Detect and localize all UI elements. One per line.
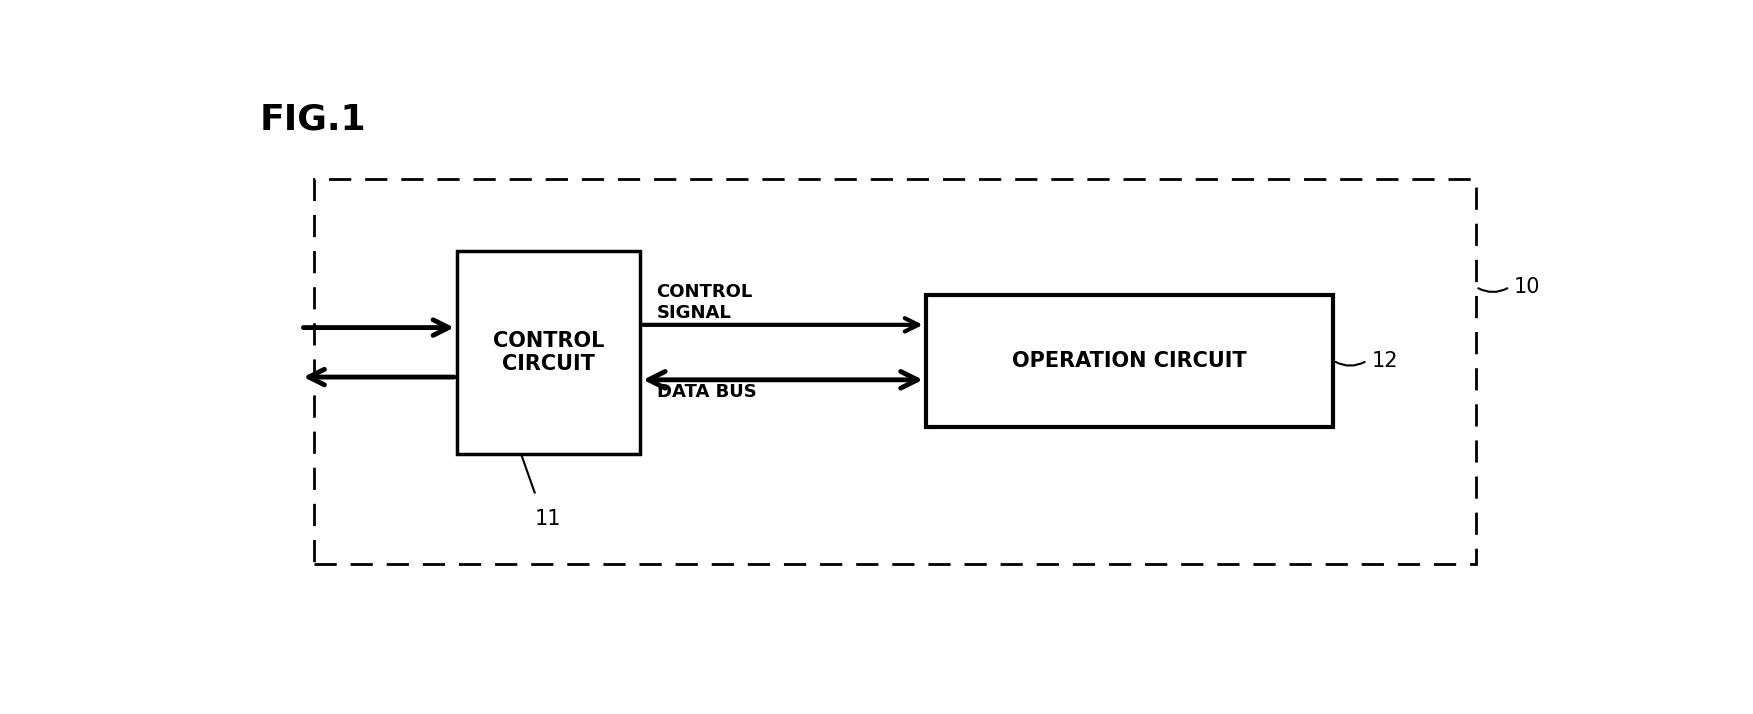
Text: 12: 12 <box>1371 351 1397 371</box>
Text: FIG.1: FIG.1 <box>259 102 366 136</box>
Text: 10: 10 <box>1515 277 1541 297</box>
Text: DATA BUS: DATA BUS <box>657 383 756 401</box>
Text: CONTROL
CIRCUIT: CONTROL CIRCUIT <box>493 331 605 374</box>
Bar <box>314 179 1476 564</box>
Bar <box>926 295 1332 426</box>
Bar <box>458 251 640 454</box>
Text: CONTROL
SIGNAL: CONTROL SIGNAL <box>657 283 752 322</box>
Text: OPERATION CIRCUIT: OPERATION CIRCUIT <box>1011 351 1246 371</box>
Text: 11: 11 <box>535 509 561 529</box>
